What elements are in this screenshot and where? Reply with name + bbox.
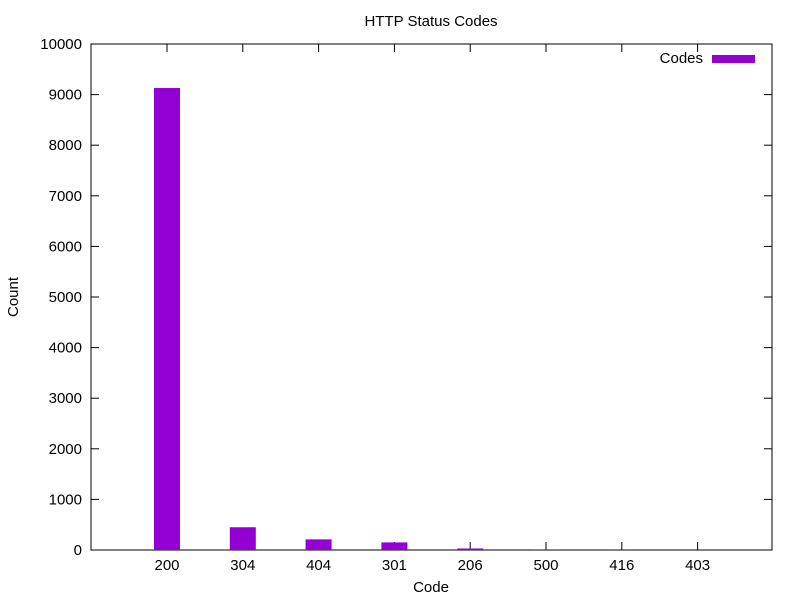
x-tick-label: 404 — [306, 557, 331, 574]
bar-200 — [154, 88, 180, 550]
y-tick-label: 8000 — [49, 137, 82, 154]
legend-label-codes: Codes — [660, 50, 703, 67]
y-tick-label: 0 — [74, 542, 82, 559]
plot-frame — [90, 43, 773, 551]
x-axis-label: Code — [413, 579, 449, 596]
y-tick-label: 9000 — [49, 87, 82, 104]
y-axis-label: Count — [5, 276, 22, 317]
y-tick-label: 3000 — [49, 390, 82, 407]
x-tick-label: 403 — [685, 557, 710, 574]
y-tick-label: 5000 — [49, 289, 82, 306]
y-tick-label: 1000 — [49, 491, 82, 508]
bar-206 — [457, 548, 484, 550]
y-tick-label: 4000 — [49, 340, 82, 357]
bar-404 — [305, 539, 332, 550]
y-tick-label: 10000 — [40, 36, 82, 53]
bar-304 — [229, 527, 256, 550]
legend-swatch-codes — [712, 55, 755, 63]
x-tick-label: 416 — [609, 557, 634, 574]
y-tick-label: 7000 — [49, 188, 82, 205]
y-axis-ticks: 0 1000 2000 3000 4000 5000 6000 7000 8000 9000 100… — [40, 36, 772, 559]
bar-series-codes — [154, 88, 711, 550]
legend: Codes — [660, 50, 755, 67]
x-axis-ticks: 200 304 404 301 206 500 416 403 — [154, 44, 710, 574]
x-tick-label: 206 — [458, 557, 483, 574]
y-tick-label: 6000 — [49, 238, 82, 255]
x-tick-label: 200 — [154, 557, 179, 574]
y-tick-label: 2000 — [49, 441, 82, 458]
x-tick-label: 304 — [230, 557, 255, 574]
x-tick-label: 301 — [382, 557, 407, 574]
x-tick-label: 500 — [533, 557, 558, 574]
chart-title: HTTP Status Codes — [364, 13, 497, 30]
bar-301 — [381, 542, 408, 550]
